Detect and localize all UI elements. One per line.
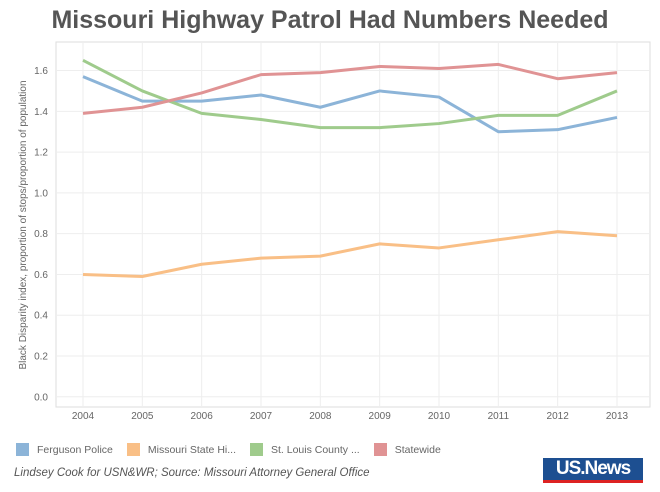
plot-area [55, 41, 651, 408]
series-line-3 [82, 62, 618, 115]
y-tick-label: 0.2 [34, 352, 48, 363]
legend-swatch [249, 443, 263, 456]
source-credit: Lindsey Cook for USN&WR; Source: Missour… [14, 467, 370, 479]
x-tick-label: 2009 [369, 411, 392, 422]
y-tick-label: 0.4 [34, 311, 48, 322]
legend-item[interactable]: St. Louis County ... [249, 443, 360, 456]
legend-label: Missouri State Hi... [147, 443, 236, 456]
x-tick-label: 2012 [547, 411, 570, 422]
chart-title: Missouri Highway Patrol Had Numbers Need… [51, 6, 609, 34]
usnews-logo: US.News [543, 458, 643, 483]
x-tick-label: 2008 [309, 411, 332, 422]
legend-item[interactable]: Statewide [373, 443, 441, 456]
legend-label: Ferguson Police [37, 443, 113, 456]
series-line-0 [82, 75, 618, 134]
series-line-2 [82, 59, 618, 130]
legend-swatch [16, 443, 29, 456]
legend-label: St. Louis County ... [270, 443, 360, 456]
x-tick-label: 2010 [428, 411, 451, 422]
legend-swatch [373, 443, 387, 456]
y-tick-label: 1.2 [34, 148, 48, 159]
x-tick-label: 2005 [131, 411, 154, 422]
legend-item[interactable]: Missouri State Hi... [126, 443, 236, 456]
y-tick-label: 1.4 [34, 107, 48, 118]
y-tick-label: 0.6 [34, 270, 48, 281]
legend-swatch [126, 443, 140, 456]
y-tick-label: 0.0 [34, 392, 48, 403]
series-line-1 [82, 230, 618, 278]
x-tick-label: 2013 [606, 411, 629, 422]
legend: Ferguson Police Missouri State Hi... St. L… [16, 443, 441, 456]
line-chart: 0.0 0.2 0.4 0.6 0.8 1.0 1.2 1.4 1.6 2004 2005 2006 2… [18, 41, 651, 422]
y-tick-label: 1.6 [34, 66, 48, 77]
y-axis-label: Black Disparity index, proportion of sto… [18, 80, 29, 369]
y-tick-label: 0.8 [34, 229, 48, 240]
x-tick-label: 2011 [488, 411, 510, 422]
y-tick-label: 1.0 [34, 188, 48, 199]
legend-label: Statewide [394, 443, 441, 456]
legend-item[interactable]: Ferguson Police [16, 443, 113, 456]
x-tick-label: 2006 [191, 411, 214, 422]
x-tick-label: 2004 [72, 411, 95, 422]
x-tick-label: 2007 [250, 411, 273, 422]
